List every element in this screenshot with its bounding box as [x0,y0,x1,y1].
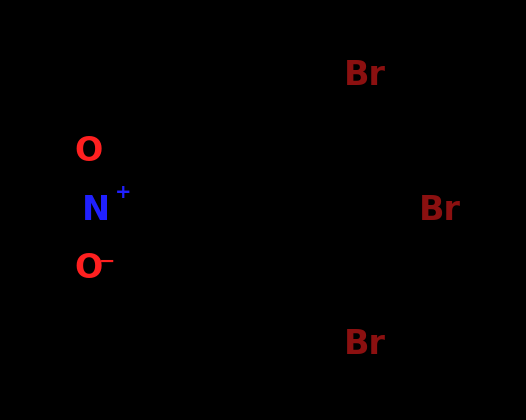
Text: Br: Br [419,194,461,226]
Text: Br: Br [343,328,386,361]
Text: N: N [82,194,110,226]
Text: O: O [75,135,103,168]
Text: −: − [99,252,115,271]
Text: Br: Br [343,59,386,92]
Text: O: O [75,252,103,285]
Text: +: + [115,184,132,202]
